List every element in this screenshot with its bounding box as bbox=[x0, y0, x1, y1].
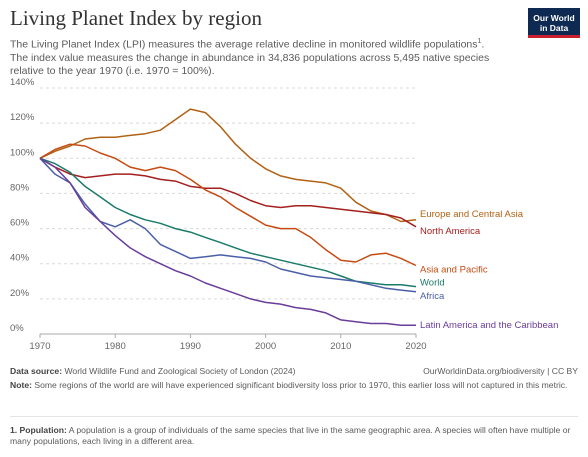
series-line-africa[interactable] bbox=[39, 157, 417, 293]
data-source-label: Data source: bbox=[10, 366, 63, 376]
footnote: 1. Population: A population is a group o… bbox=[10, 425, 576, 447]
chart-title: Living Planet Index by region bbox=[10, 6, 262, 30]
footnote-reference[interactable]: 1 bbox=[477, 38, 482, 45]
series-labels: Europe and Central Asia North America Asia… bbox=[420, 209, 558, 331]
series-label-africa[interactable]: Africa bbox=[420, 291, 445, 302]
x-tick-label: 2020 bbox=[405, 341, 426, 352]
y-tick-label: 140% bbox=[10, 77, 35, 88]
x-axis-tick-labels: 1970 1980 1990 2000 2010 2020 bbox=[29, 334, 427, 352]
chart-subtitle: The Living Planet Index (LPI) measures t… bbox=[10, 35, 500, 78]
y-tick-label: 60% bbox=[10, 218, 30, 229]
series-label-asia_pacific[interactable]: Asia and Pacific bbox=[420, 264, 488, 275]
note-text: Some regions of the world are will have … bbox=[34, 380, 568, 390]
source-url[interactable]: OurWorldinData.org/biodiversity | CC BY bbox=[423, 366, 578, 376]
series-line-world[interactable] bbox=[39, 157, 417, 288]
series-line-asia_pacific[interactable] bbox=[39, 143, 417, 267]
series-lines bbox=[39, 108, 417, 326]
note-label: Note: bbox=[10, 380, 32, 390]
y-tick-label: 40% bbox=[10, 253, 30, 264]
series-line-north_america[interactable] bbox=[39, 157, 417, 228]
line-chart: 0% 20% 40% 60% 80% 100% 120% 140% 1970 1980 1990 2… bbox=[10, 77, 558, 352]
subtitle-main: The Living Planet Index (LPI) measures t… bbox=[10, 38, 478, 51]
y-tick-label: 0% bbox=[10, 323, 24, 334]
x-tick-label: 1990 bbox=[180, 341, 201, 352]
owid-logo[interactable]: Our World in Data bbox=[528, 8, 580, 38]
series-label-world[interactable]: World bbox=[420, 278, 445, 289]
logo-line-2: in Data bbox=[539, 23, 569, 33]
y-tick-label: 80% bbox=[10, 182, 30, 193]
footer-divider bbox=[10, 416, 578, 417]
y-tick-label: 20% bbox=[10, 288, 30, 299]
series-label-latin_america[interactable]: Latin America and the Caribbean bbox=[420, 320, 558, 331]
x-tick-label: 2000 bbox=[255, 341, 276, 352]
footnote-text: A population is a group of individuals o… bbox=[10, 425, 571, 446]
series-line-latin_america[interactable] bbox=[39, 157, 416, 326]
series-label-north_america[interactable]: North America bbox=[420, 226, 481, 237]
x-tick-label: 2010 bbox=[330, 341, 351, 352]
footnote-label: 1. Population: bbox=[10, 425, 67, 435]
subtitle-rest: . The index value measures the change in… bbox=[10, 38, 490, 77]
y-axis-tick-labels: 0% 20% 40% 60% 80% 100% 120% 140% bbox=[10, 77, 35, 334]
y-tick-label: 100% bbox=[10, 147, 35, 158]
gridlines bbox=[40, 87, 416, 335]
chart-note: Note: Some regions of the world are will… bbox=[10, 380, 570, 391]
x-tick-label: 1980 bbox=[105, 341, 126, 352]
y-tick-label: 120% bbox=[10, 112, 35, 123]
series-line-europe[interactable] bbox=[39, 108, 417, 223]
series-label-europe[interactable]: Europe and Central Asia bbox=[420, 209, 524, 220]
x-tick-label: 1970 bbox=[29, 341, 50, 352]
logo-line-1: Our World bbox=[533, 13, 575, 23]
data-source: Data source: World Wildlife Fund and Zoo… bbox=[10, 366, 296, 377]
data-source-text: World Wildlife Fund and Zoological Socie… bbox=[64, 366, 296, 376]
